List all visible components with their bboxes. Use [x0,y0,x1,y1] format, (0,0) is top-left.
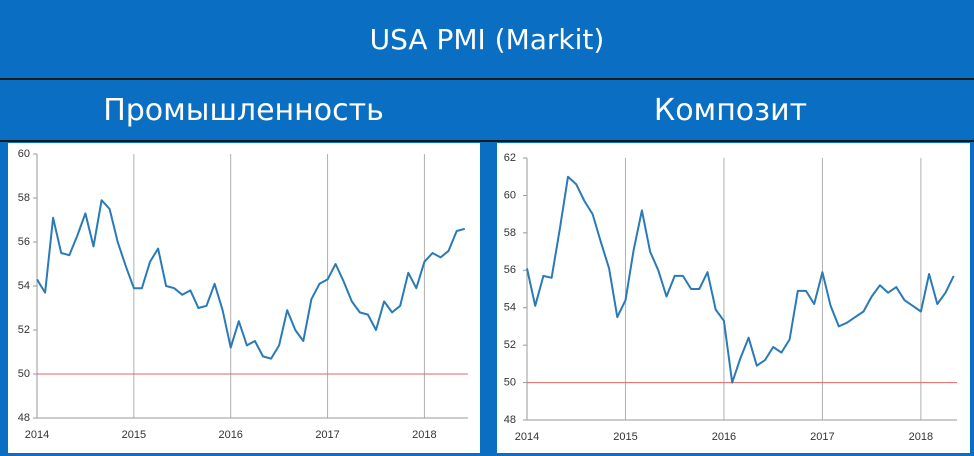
y-tick-label: 62 [504,152,516,164]
y-tick-label: 54 [504,302,516,314]
y-tick-label: 58 [504,227,516,239]
data-line [526,175,955,384]
y-tick-label: 56 [504,264,516,276]
subtitle-band: Промышленность Композит [0,80,974,142]
x-tick-label: 2018 [412,429,436,441]
chart-panel [8,143,480,453]
y-tick-label: 48 [18,412,30,424]
x-tick-label: 2016 [712,431,736,443]
page-title: USA PMI (Markit) [0,0,974,80]
y-tick-label: 48 [504,414,516,426]
x-tick-label: 2017 [315,429,339,441]
y-tick-label: 52 [504,339,516,351]
x-tick-label: 2014 [515,431,539,443]
y-tick-label: 60 [18,148,30,160]
x-tick-label: 2015 [613,431,637,443]
y-tick-label: 58 [18,192,30,204]
x-tick-label: 2016 [218,429,242,441]
chart-title: Промышленность [103,93,384,128]
x-tick-label: 2017 [810,431,834,443]
x-tick-label: 2018 [909,431,933,443]
chart-panel [497,143,970,453]
y-tick-label: 56 [18,236,30,248]
y-tick-label: 50 [504,376,516,388]
data-line [36,199,466,360]
x-tick-label: 2015 [122,429,146,441]
y-tick-label: 60 [504,189,516,201]
y-tick-label: 54 [18,280,30,292]
x-tick-label: 2014 [25,429,49,441]
y-tick-label: 50 [18,368,30,380]
chart-title: Композит [653,93,808,128]
y-tick-label: 52 [18,324,30,336]
